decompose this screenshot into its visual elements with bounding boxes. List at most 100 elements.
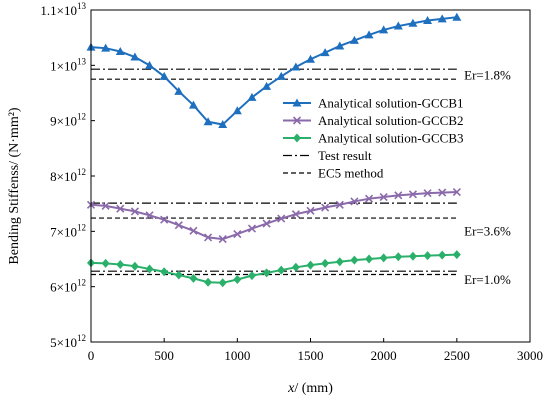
x-marker [350,197,359,206]
x-marker-stroke [174,221,183,230]
triangle-marker [393,21,403,30]
diamond-marker [394,252,403,262]
x-marker [306,206,315,215]
y-tick-exponent: 12 [77,278,86,288]
series-group [86,12,462,288]
legend-entry: Analytical solution-GCCB2 [283,113,464,128]
legend: Analytical solution-GCCB1 Analytical solu… [283,96,464,181]
x-marker [218,235,227,244]
diamond-marker [335,257,344,267]
y-tick-mantissa: 9×10 [50,114,77,129]
x-marker [452,187,461,197]
diamond-marker [379,253,388,263]
y-tick-label: 1.1×1013 [40,1,86,18]
x-marker [394,191,403,200]
diamond-marker [306,260,315,270]
x-marker-stroke [394,191,403,200]
x-marker [379,192,388,202]
y-tick-mantissa: 7×10 [50,224,77,239]
triangle-marker [232,106,242,115]
x-marker [145,211,154,220]
triangle-marker [174,86,184,95]
x-marker [130,207,139,216]
x-marker [292,116,302,125]
annotations: Er=1.8% Er=3.6% Er=1.0% [464,67,511,287]
y-axis: 5×10126×10127×10128×10129×10121×10131.1×… [40,1,95,350]
triangle-marker [292,98,302,107]
x-marker [291,210,300,219]
y-tick-label: 8×1012 [50,167,86,184]
x-marker-stroke [233,230,242,239]
x-marker-stroke [423,189,432,198]
x-marker [277,214,286,223]
x-marker-stroke [262,219,271,228]
diamond-marker [233,274,242,284]
y-tick-mantissa: 1.1×10 [40,3,77,18]
diamond-marker [423,251,432,261]
x-marker-stroke [292,116,302,125]
legend-entry: Analytical solution-GCCB3 [283,131,464,146]
x-marker-stroke [408,190,417,199]
x-marker-stroke [160,215,169,224]
diamond-marker [293,133,301,143]
triangle-marker [218,120,228,129]
x-marker-stroke [364,194,374,203]
x-marker-stroke [321,203,330,212]
x-marker-stroke [452,187,461,197]
x-axis-title: x/ (mm) [287,381,333,396]
triangle-marker [408,18,418,27]
triangle-marker [349,35,359,44]
y-tick-exponent: 13 [77,1,87,11]
error-rate-annotation: Er=1.8% [464,67,511,82]
diamond-marker [408,251,417,261]
legend-label: Analytical solution-GCCB3 [318,131,464,146]
y-tick-label: 9×1012 [50,112,86,129]
x-marker [364,194,374,203]
x-marker [101,201,110,210]
x-marker [204,233,213,242]
x-tick-label: 1000 [224,348,250,363]
triangle-marker [335,41,345,50]
y-tick-label: 6×1012 [50,278,86,295]
x-marker-stroke [189,226,198,235]
legend-label: Analytical solution-GCCB1 [318,96,464,111]
triangle-marker [247,92,257,101]
triangle-marker [306,54,315,63]
error-rate-annotation: Er=1.0% [464,272,511,287]
x-axis: 0 500 1000 1500 2000 2500 3000 [88,338,543,363]
x-marker-stroke [335,200,344,209]
x-marker [174,221,183,230]
diamond-marker [130,261,139,271]
diamond-marker [365,254,374,264]
diamond-marker [247,271,256,281]
triangle-marker [101,43,111,52]
diamond-marker [350,255,359,265]
diamond-marker [101,258,110,268]
legend-entry: Test result [283,148,372,163]
x-tick-label: 500 [154,348,174,363]
x-marker [438,188,447,197]
x-marker [189,226,198,235]
triangle-marker [364,30,374,39]
diamond-marker [174,270,183,280]
x-marker [335,200,344,209]
legend-entry: Analytical solution-GCCB1 [283,96,464,111]
x-marker-stroke [247,224,257,233]
diamond-marker [116,260,125,270]
x-marker-stroke [291,210,300,219]
x-marker-stroke [306,206,315,215]
triangle-marker [159,71,169,80]
x-marker-stroke [130,207,139,216]
x-marker [408,190,417,199]
diamond-marker [160,267,169,277]
triangle-marker [320,48,330,57]
triangle-marker [276,71,286,80]
y-axis-title: Bending Stiffenss/ (N·mm²) [7,107,22,264]
x-marker [262,219,271,228]
x-tick-label: 2500 [444,348,470,363]
triangle-marker [262,81,272,90]
diamond-marker [438,250,447,260]
triangle-marker [437,14,447,23]
diamond-marker [218,278,227,288]
diamond-marker [262,268,271,278]
